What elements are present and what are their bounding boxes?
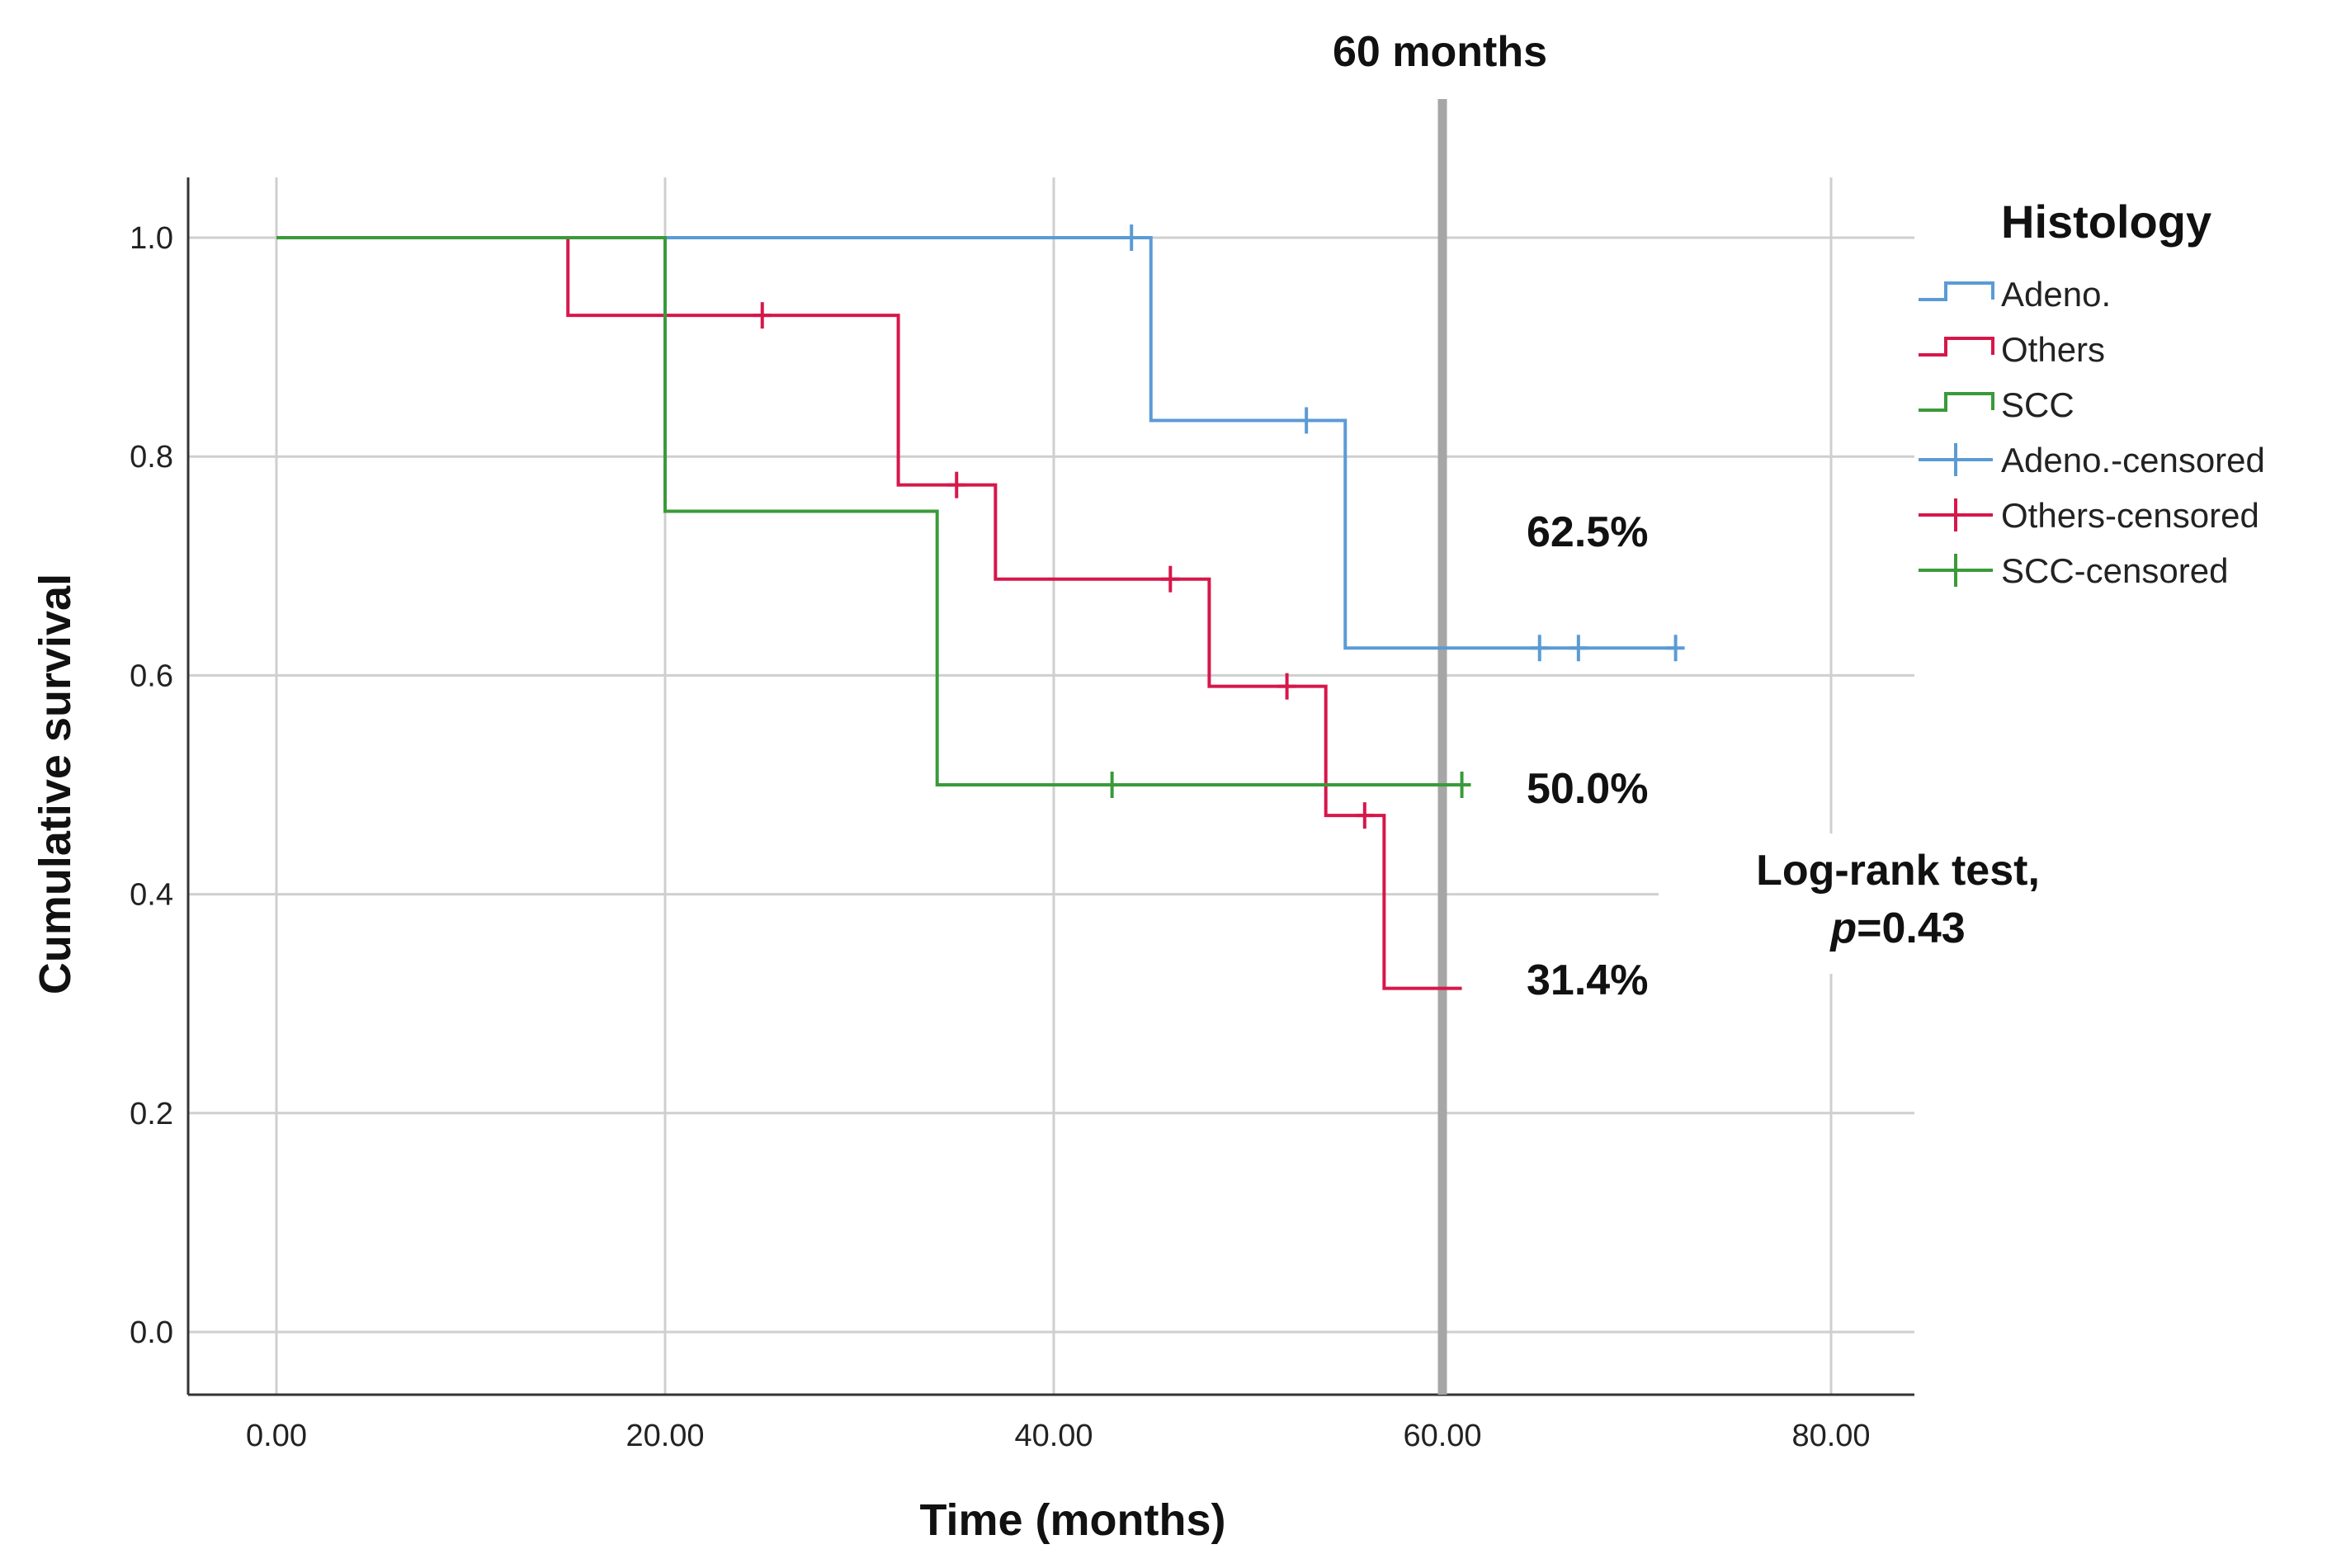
reference-line-label: 60 months — [1333, 28, 1547, 76]
y-tick-label: 0.2 — [130, 1097, 173, 1131]
y-tick-label: 0.0 — [130, 1315, 173, 1350]
y-tick-label: 0.8 — [130, 440, 173, 475]
p-value: =0.43 — [1857, 904, 1966, 952]
y-tick-label: 0.6 — [130, 659, 173, 693]
x-tick-label: 80.00 — [1791, 1419, 1870, 1453]
survival-curve-scc — [276, 236, 1462, 786]
axes — [186, 177, 1914, 1396]
legend-title: Histology — [2001, 196, 2211, 248]
legend-entry: SCC — [1919, 385, 2074, 424]
censor-mark — [1297, 407, 1316, 434]
censor-mark — [1122, 224, 1141, 251]
annotation-adeno-rate: 62.5% — [1527, 508, 1648, 556]
logrank-background — [1659, 834, 2022, 974]
censor-mark — [1530, 635, 1549, 662]
survival-curves — [276, 236, 1676, 990]
annotation-scc-rate: 50.0% — [1527, 765, 1648, 813]
censor-mark — [1569, 635, 1588, 662]
x-tick-label: 0.00 — [246, 1419, 307, 1453]
legend-label: SCC — [2001, 385, 2074, 424]
y-axis-title: Cumulative survival — [31, 574, 80, 994]
y-tick-labels: 0.0 0.2 0.4 0.6 0.8 1.0 — [130, 221, 173, 1350]
x-tick-labels: 0.00 20.00 40.00 60.00 80.00 — [246, 1419, 1871, 1453]
legend-entry: Adeno. — [1919, 275, 2111, 314]
legend-entry: Others — [1919, 330, 2105, 369]
censor-mark — [947, 471, 966, 498]
x-tick-label: 20.00 — [625, 1419, 704, 1453]
legend-entry: Adeno.-censored — [1919, 441, 2265, 479]
censor-mark — [1102, 772, 1121, 798]
x-tick-label: 40.00 — [1014, 1419, 1093, 1453]
censor-mark — [753, 302, 772, 329]
y-tick-label: 0.4 — [130, 878, 173, 913]
legend-entry: Others-censored — [1919, 496, 2259, 535]
legend-step-symbol — [1919, 392, 1994, 412]
censor-mark — [1355, 802, 1374, 829]
logrank-test-label: Log-rank test, — [1756, 847, 2040, 895]
censor-mark — [1666, 635, 1685, 662]
censor-marks — [753, 224, 1685, 829]
x-axis-title: Time (months) — [919, 1495, 1225, 1545]
legend-step-symbol — [1919, 281, 1994, 301]
y-tick-label: 1.0 — [130, 221, 173, 256]
legend-label: Others — [2001, 330, 2105, 369]
legend-label: Adeno.-censored — [2001, 441, 2265, 479]
legend: Adeno. Others SCC Adeno.-censored Others-cen… — [1919, 275, 2265, 590]
censor-mark — [1161, 565, 1180, 593]
annotation-others-rate: 31.4% — [1527, 956, 1648, 1004]
p-symbol: p — [1829, 904, 1857, 952]
censor-mark — [1277, 673, 1296, 700]
censor-mark — [1452, 772, 1471, 798]
legend-entry: SCC-censored — [1919, 551, 2228, 590]
legend-label: Others-censored — [2001, 496, 2259, 535]
legend-step-symbol — [1919, 337, 1994, 357]
legend-label: Adeno. — [2001, 275, 2111, 314]
logrank-p-value: p=0.43 — [1829, 904, 1965, 952]
x-tick-label: 60.00 — [1403, 1419, 1481, 1453]
survival-curve-adeno — [276, 236, 1676, 650]
survival-curve-others — [276, 236, 1462, 990]
legend-label: SCC-censored — [2001, 551, 2228, 590]
